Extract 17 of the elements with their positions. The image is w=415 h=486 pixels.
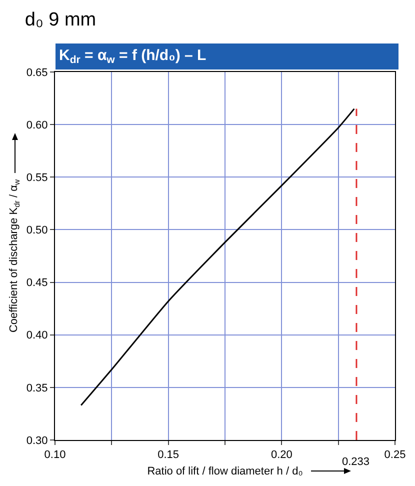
x-tick-label: 0.25	[384, 449, 406, 462]
y-tick-label: 0.65	[26, 66, 48, 79]
ref-line-label: 0.233	[342, 456, 370, 468]
x-axis-title: Ratio of lift / flow diameter h / d₀	[147, 465, 303, 478]
x-tick-label: 0.10	[44, 449, 66, 462]
y-tick-label: 0.40	[26, 330, 48, 342]
chart-title: d₀ 9 mm	[24, 9, 96, 30]
x-tick-label: 0.20	[270, 449, 292, 462]
y-tick-label: 0.30	[26, 434, 48, 447]
y-tick-label: 0.60	[26, 119, 48, 132]
line-series	[80, 108, 355, 406]
y-tick-label: 0.50	[26, 224, 48, 237]
y-tick-label: 0.55	[26, 172, 48, 184]
x-tick-label: 0.15	[158, 449, 180, 462]
y-tick-label: 0.45	[26, 277, 48, 290]
y-tick-label: 0.35	[26, 382, 48, 394]
chart-subtitle: K$_{dr}$ = α$_{w}$ = f (h/d₀) – L	[59, 47, 206, 66]
